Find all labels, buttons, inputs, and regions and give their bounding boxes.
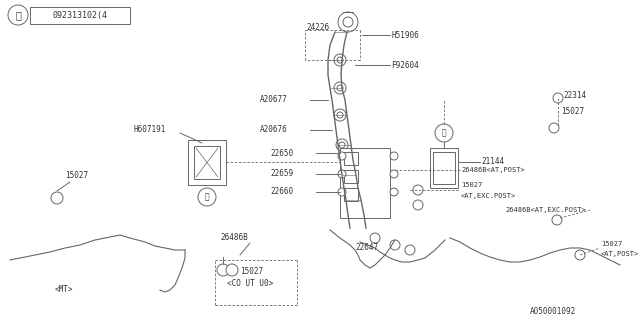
Text: 24226: 24226 <box>306 23 329 33</box>
Circle shape <box>413 185 423 195</box>
Text: 15027: 15027 <box>65 171 88 180</box>
Text: 092313102(4: 092313102(4 <box>52 11 108 20</box>
Circle shape <box>405 245 415 255</box>
Text: 22660: 22660 <box>270 188 293 196</box>
Circle shape <box>339 142 345 148</box>
Text: 22647: 22647 <box>355 244 378 252</box>
Text: A050001092: A050001092 <box>530 308 576 316</box>
Bar <box>430 148 458 188</box>
Text: H607191: H607191 <box>134 125 166 134</box>
Text: 15027: 15027 <box>240 268 263 276</box>
Circle shape <box>8 5 28 25</box>
Text: ①: ① <box>205 193 209 202</box>
Bar <box>344 170 358 183</box>
Text: <AT,EXC.POST>: <AT,EXC.POST> <box>461 193 516 199</box>
Circle shape <box>549 123 559 133</box>
Text: 22650: 22650 <box>270 148 293 157</box>
Circle shape <box>338 152 346 160</box>
Text: H51906: H51906 <box>391 30 419 39</box>
Circle shape <box>217 264 229 276</box>
Circle shape <box>390 152 398 160</box>
Circle shape <box>334 82 346 94</box>
Bar <box>188 140 226 185</box>
Text: 15027: 15027 <box>561 107 584 116</box>
Circle shape <box>390 240 400 250</box>
Circle shape <box>413 200 423 210</box>
Circle shape <box>552 215 562 225</box>
Text: 15027: 15027 <box>461 182 483 188</box>
Circle shape <box>575 250 585 260</box>
Text: <CO UT U0>: <CO UT U0> <box>227 279 273 289</box>
Circle shape <box>337 112 343 118</box>
Text: 26486B: 26486B <box>220 234 248 243</box>
Text: ①: ① <box>442 129 446 138</box>
Circle shape <box>390 170 398 178</box>
Bar <box>30 7 130 24</box>
Circle shape <box>390 188 398 196</box>
Text: <AT,POST>: <AT,POST> <box>601 251 639 257</box>
Text: 26486B<AT,EXC.POST>: 26486B<AT,EXC.POST> <box>505 207 586 213</box>
Circle shape <box>334 109 346 121</box>
Circle shape <box>334 54 346 66</box>
Bar <box>340 148 390 218</box>
Circle shape <box>343 17 353 27</box>
Circle shape <box>337 85 343 91</box>
Text: ①: ① <box>15 10 21 20</box>
Text: <MT>: <MT> <box>55 285 74 294</box>
Circle shape <box>226 264 238 276</box>
Circle shape <box>337 57 343 63</box>
Bar <box>344 152 358 165</box>
Circle shape <box>435 124 453 142</box>
Circle shape <box>51 192 63 204</box>
Circle shape <box>198 188 216 206</box>
Bar <box>344 188 358 201</box>
Circle shape <box>553 93 563 103</box>
Text: 21144: 21144 <box>481 157 504 166</box>
Circle shape <box>338 188 346 196</box>
Bar <box>194 146 220 179</box>
Text: 22314: 22314 <box>563 92 586 100</box>
Text: 22659: 22659 <box>270 170 293 179</box>
Circle shape <box>338 170 346 178</box>
Text: F92604: F92604 <box>391 60 419 69</box>
Circle shape <box>370 233 380 243</box>
Text: A20676: A20676 <box>260 125 288 134</box>
Text: A20677: A20677 <box>260 95 288 105</box>
Text: 15027: 15027 <box>601 241 622 247</box>
Circle shape <box>336 139 348 151</box>
Text: 26486B<AT,POST>: 26486B<AT,POST> <box>461 167 525 173</box>
Bar <box>433 152 455 184</box>
Circle shape <box>338 12 358 32</box>
